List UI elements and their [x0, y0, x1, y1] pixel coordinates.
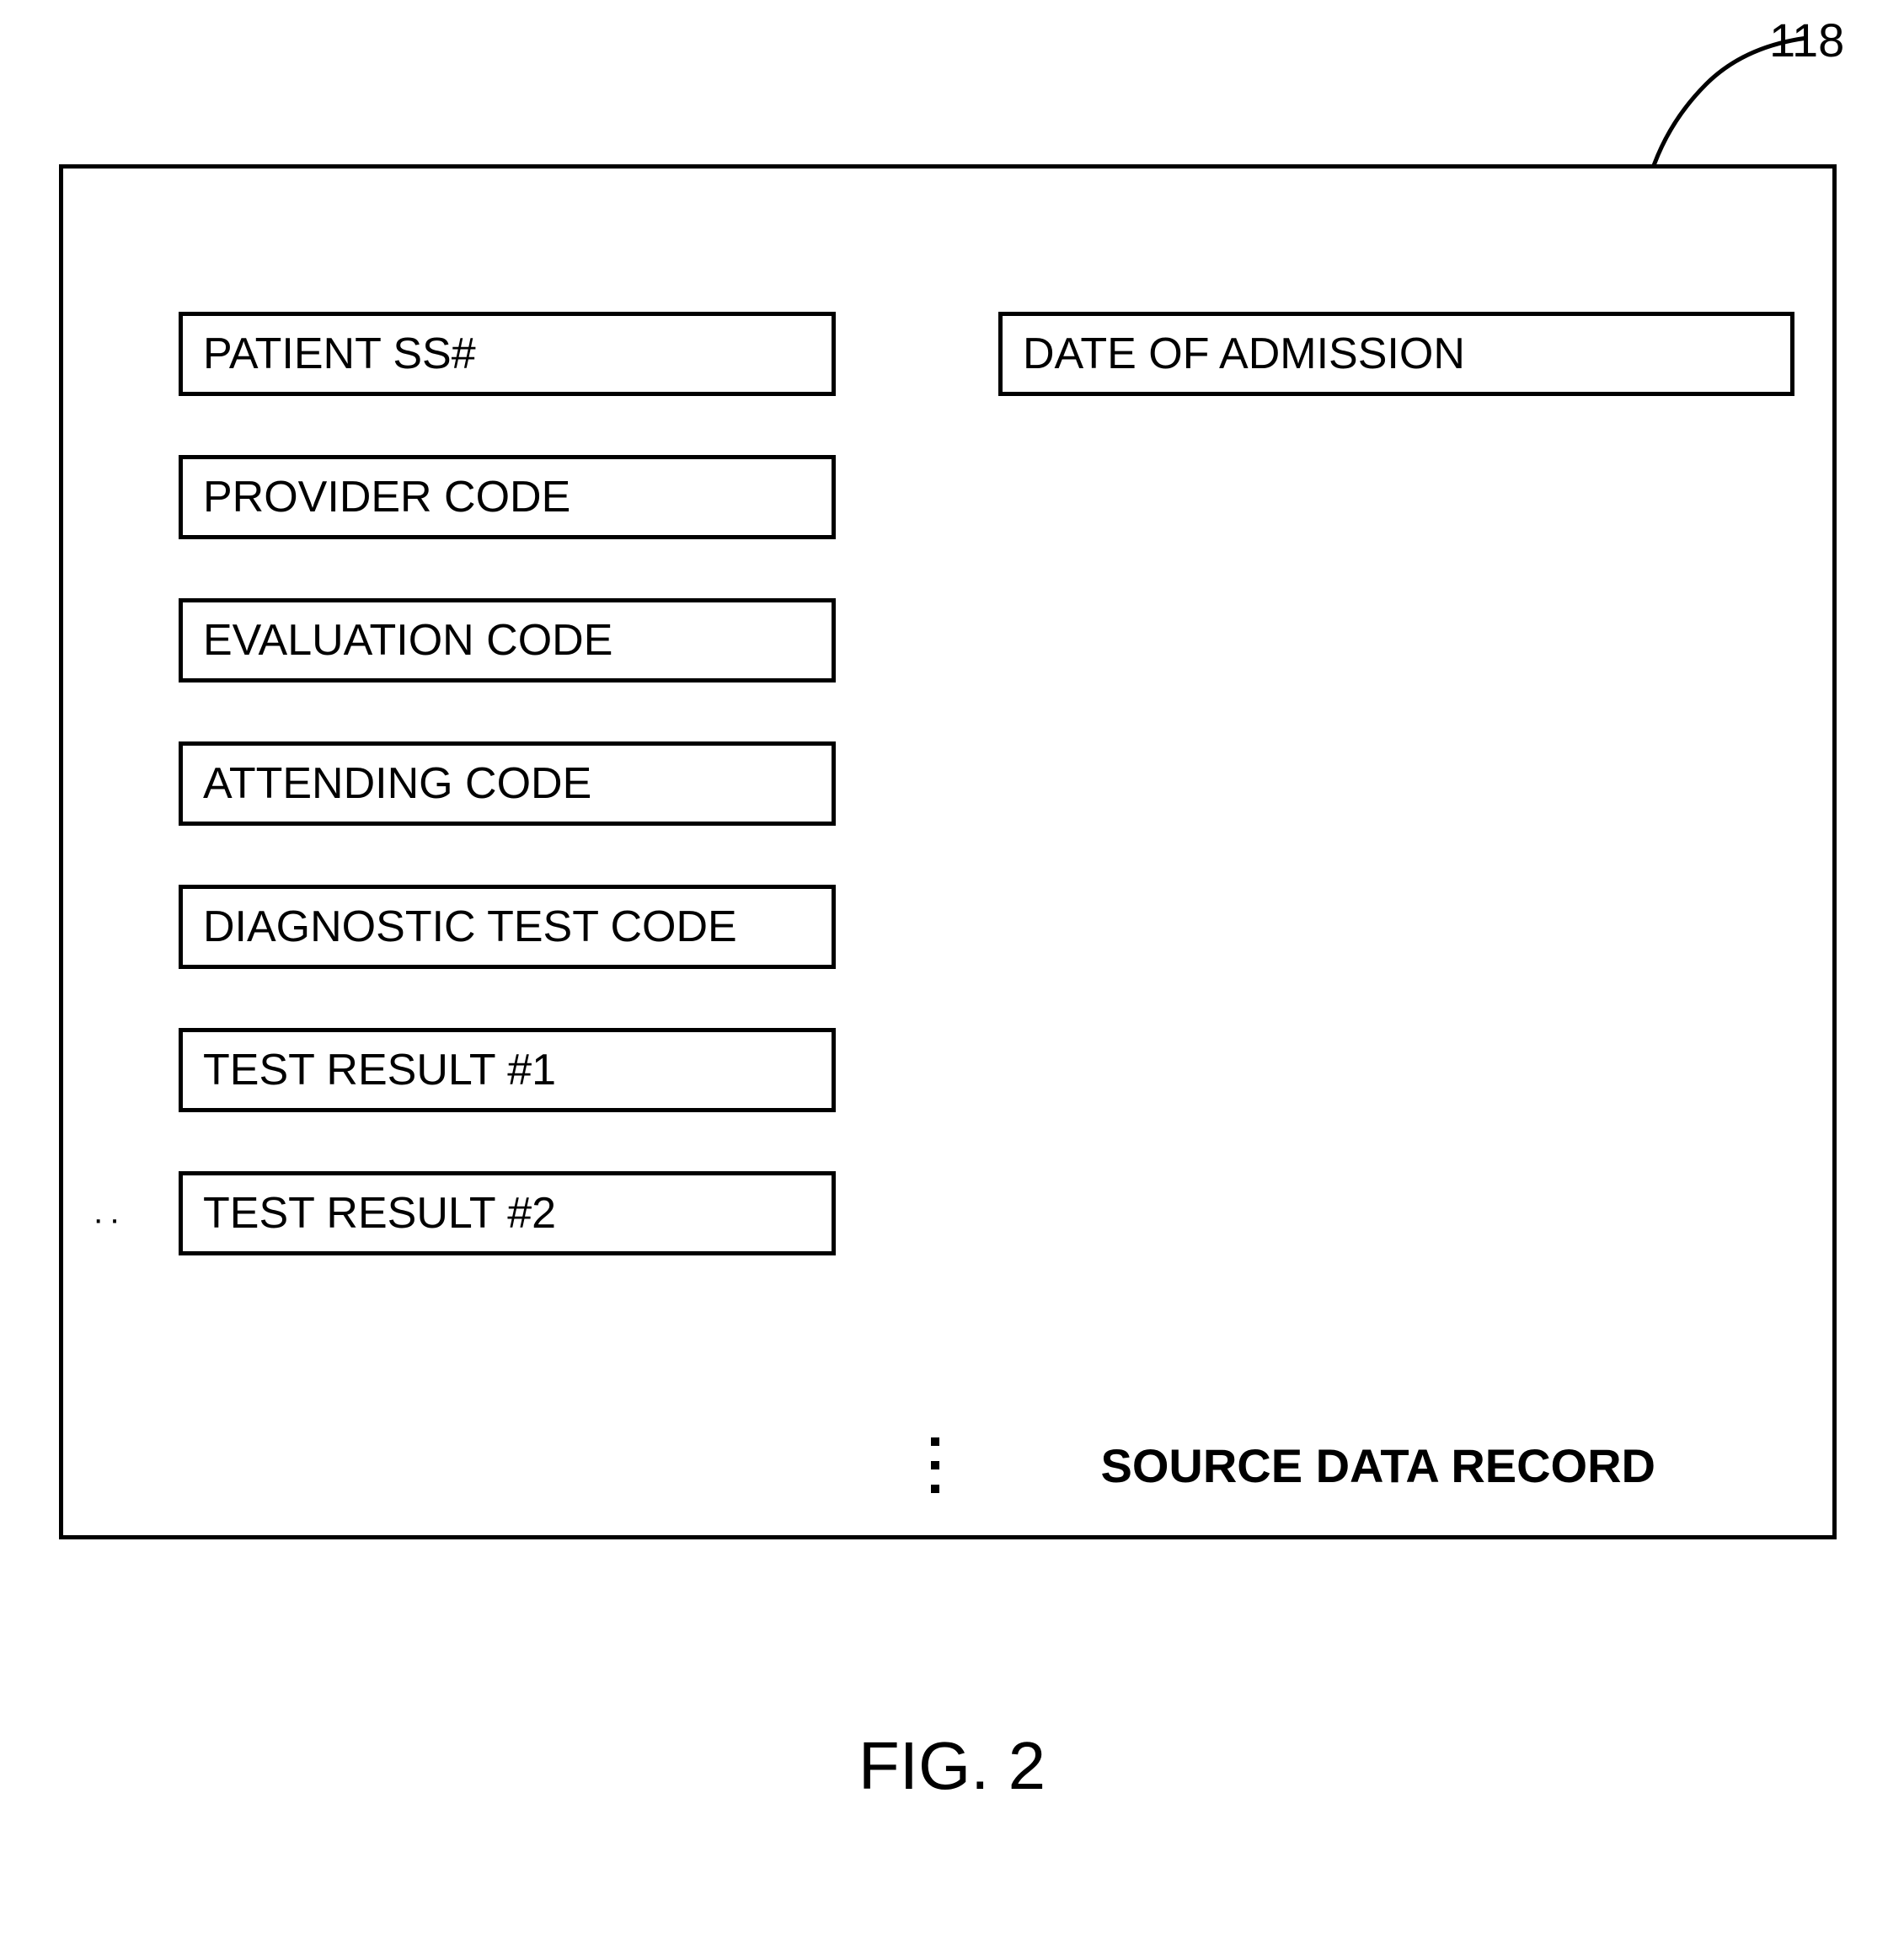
field-label: DATE OF ADMISSION: [1023, 329, 1465, 379]
field-test-result-2: TEST RESULT #2: [179, 1171, 836, 1255]
field-label: ATTENDING CODE: [203, 758, 591, 809]
field-patient-ss: PATIENT SS#: [179, 312, 836, 396]
field-attending-code: ATTENDING CODE: [179, 741, 836, 826]
field-label: PROVIDER CODE: [203, 472, 570, 522]
figure-page: 118 SOURCE DATA RECORD ·· PATIENT SS# PR…: [0, 0, 1904, 1943]
field-label: TEST RESULT #2: [203, 1188, 556, 1239]
field-label: TEST RESULT #1: [203, 1045, 556, 1095]
field-test-result-1: TEST RESULT #1: [179, 1028, 836, 1112]
field-provider-code: PROVIDER CODE: [179, 455, 836, 539]
field-label: PATIENT SS#: [203, 329, 476, 379]
record-title-label: SOURCE DATA RECORD: [1100, 1438, 1655, 1493]
callout-arc: [1626, 34, 1811, 177]
figure-caption: FIG. 2: [0, 1727, 1904, 1805]
field-date-of-admission: DATE OF ADMISSION: [998, 312, 1794, 396]
field-label: EVALUATION CODE: [203, 615, 612, 666]
field-label: DIAGNOSTIC TEST CODE: [203, 902, 737, 952]
vertical-ellipsis-icon: [931, 1437, 939, 1493]
field-evaluation-code: EVALUATION CODE: [179, 598, 836, 682]
stray-marks: ··: [93, 1201, 126, 1239]
field-diagnostic-test-code: DIAGNOSTIC TEST CODE: [179, 885, 836, 969]
